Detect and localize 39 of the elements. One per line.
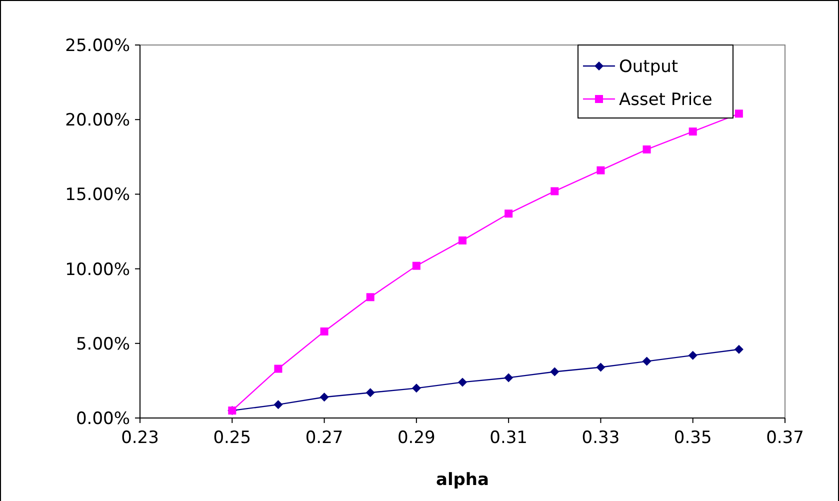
legend-label: Asset Price: [619, 90, 712, 110]
x-tick-label: 0.35: [674, 428, 712, 448]
point: [412, 262, 420, 270]
point: [504, 210, 513, 218]
point: [642, 145, 651, 154]
point: [550, 367, 560, 376]
point: [274, 364, 282, 373]
point: [642, 356, 652, 366]
point: [412, 384, 421, 393]
y-tick-label: 10.00%: [65, 260, 130, 280]
x-tick-label: 0.25: [213, 428, 252, 448]
x-tick-label: 0.37: [766, 428, 804, 448]
point: [458, 378, 467, 387]
legend-label: Output: [619, 57, 678, 77]
y-tick-label: 15.00%: [65, 185, 130, 206]
y-tick-label: 5.00%: [76, 334, 130, 354]
point: [596, 362, 606, 372]
point: [366, 293, 374, 302]
x-tick-label: 0.23: [121, 428, 159, 448]
x-tick-label: 0.31: [490, 428, 528, 448]
point: [596, 166, 605, 174]
point: [550, 187, 559, 196]
point: [504, 373, 514, 382]
x-axis-title: alpha: [436, 470, 490, 490]
point: [688, 128, 697, 136]
point: [458, 236, 466, 244]
x-tick-label: 0.29: [398, 428, 436, 448]
y-tick-label: 0.00%: [76, 409, 130, 429]
y-tick-label: 20.00%: [65, 110, 130, 131]
point: [734, 110, 743, 118]
point: [734, 344, 744, 354]
y-tick-label: 25.00%: [65, 36, 130, 56]
x-tick-label: 0.33: [582, 428, 620, 448]
point: [274, 400, 283, 410]
point: [320, 327, 328, 336]
point: [320, 392, 329, 402]
point: [688, 350, 698, 360]
point: [366, 388, 375, 398]
x-tick-label: 0.27: [305, 428, 344, 448]
